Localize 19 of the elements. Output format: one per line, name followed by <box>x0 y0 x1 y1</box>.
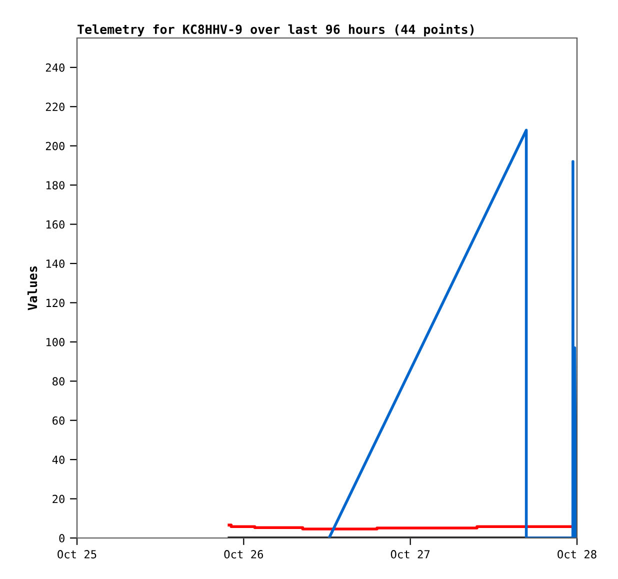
x-tick-label: Oct 25 <box>58 550 96 558</box>
y-axis-title: Values <box>27 266 38 310</box>
y-tick-label: 20 <box>52 494 64 504</box>
x-tick-label: Oct 28 <box>558 550 596 558</box>
x-tick-label: Oct 27 <box>390 550 430 558</box>
x-tick-label: Oct 26 <box>224 550 264 558</box>
y-tick-label: 240 <box>46 63 64 72</box>
y-tick-label: 120 <box>46 298 64 308</box>
y-tick-label: 80 <box>52 377 64 386</box>
y-tick-label: 40 <box>52 456 64 464</box>
y-tick-label: 0 <box>59 534 64 542</box>
y-tick-label: 180 <box>46 181 64 190</box>
y-tick-label: 160 <box>46 220 64 229</box>
y-tick-label: 140 <box>46 259 64 268</box>
chart-title: Telemetry for KC8HHV-9 over last 96 hours (44 points) <box>78 24 474 36</box>
y-tick-label: 220 <box>46 102 64 112</box>
y-tick-label: 60 <box>52 416 64 425</box>
y-tick-label: 100 <box>46 338 64 346</box>
y-tick-label: 200 <box>46 142 64 150</box>
